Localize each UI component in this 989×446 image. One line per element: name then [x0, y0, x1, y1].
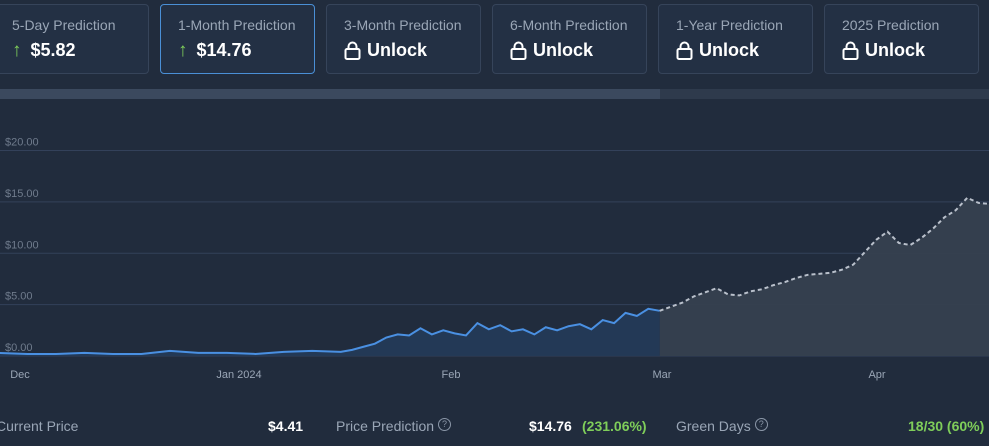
card-value-row: Unlock	[510, 40, 646, 61]
card-label: 1-Year Prediction	[676, 17, 783, 33]
card-value: $5.82	[30, 40, 76, 60]
prediction-card[interactable]: 2025 Prediction Unlock	[824, 4, 979, 74]
card-label: 6-Month Prediction	[510, 17, 628, 33]
price-prediction-label: Price Prediction	[336, 418, 435, 434]
current-price-label: Current Price	[0, 418, 79, 434]
stats-footer: Current Price $4.41 Price Prediction? $1…	[0, 418, 989, 438]
lock-icon	[510, 41, 527, 60]
x-tick-label: Dec	[10, 369, 30, 381]
card-value: Unlock	[367, 40, 428, 60]
card-value-row: Unlock	[344, 40, 480, 61]
current-price-value: $4.41	[268, 418, 304, 434]
card-label: 3-Month Prediction	[344, 17, 462, 33]
card-value: Unlock	[865, 40, 926, 60]
prediction-card[interactable]: 3-Month Prediction Unlock	[326, 4, 481, 74]
lock-icon	[344, 41, 361, 60]
green-days-label-group: Green Days?	[676, 418, 768, 434]
green-days-value: 18/30 (60%)	[908, 418, 985, 434]
x-tick-label: Apr	[868, 369, 885, 381]
x-tick-label: Jan 2024	[216, 369, 261, 381]
green-days-label: Green Days	[676, 418, 751, 434]
help-icon[interactable]: ?	[754, 418, 768, 431]
historical-line	[0, 307, 660, 355]
card-value-row: Unlock	[676, 40, 812, 61]
price-prediction-label-group: Price Prediction?	[336, 418, 452, 434]
card-value: Unlock	[533, 40, 594, 60]
x-tick-label: Mar	[653, 369, 672, 381]
card-label: 1-Month Prediction	[178, 17, 296, 33]
arrow-up-icon: ↑	[178, 40, 188, 61]
horizontal-scrollbar[interactable]	[0, 89, 989, 99]
card-value: Unlock	[699, 40, 760, 60]
historical-area	[0, 308, 660, 356]
prediction-card[interactable]: 1-Year Prediction Unlock	[658, 4, 813, 74]
prediction-card[interactable]: 6-Month Prediction Unlock	[492, 4, 647, 74]
y-tick-label: $15.00	[5, 188, 39, 200]
x-tick-label: Feb	[442, 369, 461, 381]
card-value: $14.76	[196, 40, 252, 60]
prediction-line	[659, 196, 989, 312]
card-value-row: ↑ $5.82	[12, 40, 148, 61]
prediction-card[interactable]: 5-Day Prediction ↑ $5.82	[0, 4, 149, 74]
help-icon[interactable]: ?	[438, 418, 452, 431]
price-chart: $0.00 $5.00 $10.00 $15.00 $20.00 Dec Jan 2024 F…	[0, 137, 989, 381]
price-prediction-value: $14.76	[529, 418, 572, 434]
prediction-area	[659, 197, 989, 356]
arrow-up-icon: ↑	[12, 40, 22, 61]
lock-icon	[676, 41, 693, 60]
prediction-cards: 5-Day Prediction ↑ $5.82 1-Month Prediction…	[0, 4, 979, 74]
card-value-row: ↑ $14.76	[178, 40, 314, 61]
y-tick-label: $5.00	[5, 291, 33, 303]
scrollbar-thumb[interactable]	[0, 89, 660, 99]
lock-icon	[842, 41, 859, 60]
y-tick-label: $10.00	[5, 239, 39, 251]
card-value-row: Unlock	[842, 40, 978, 61]
card-label: 5-Day Prediction	[12, 17, 116, 33]
y-tick-label: $0.00	[5, 342, 33, 354]
prediction-card[interactable]: 1-Month Prediction ↑ $14.76	[160, 4, 315, 74]
card-label: 2025 Prediction	[842, 17, 940, 33]
price-prediction-change: (231.06%)	[582, 418, 647, 434]
y-tick-label: $20.00	[5, 137, 39, 149]
